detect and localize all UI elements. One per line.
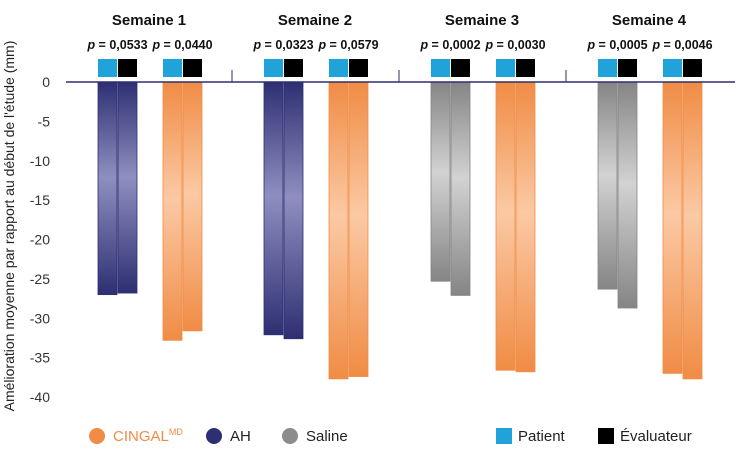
y-tick-label: -35 — [30, 350, 50, 366]
y-tick-label: -5 — [38, 113, 51, 129]
bar-evaluateur — [682, 81, 703, 380]
evaluateur-marker — [349, 59, 368, 77]
week-group: Semaine 3 p = 0,0002 p = 0,0030 — [419, 12, 546, 373]
bar-patient — [328, 81, 349, 380]
y-tick-label: -30 — [30, 310, 50, 326]
p-value-label: p = 0,0323 — [252, 38, 313, 52]
evaluateur-marker — [183, 59, 202, 77]
patient-marker — [329, 59, 348, 77]
week-group: Semaine 1 p = 0,0533 p = 0,0440 — [86, 12, 213, 341]
legend-patient-label: Patient — [518, 428, 566, 445]
y-tick-label: -25 — [30, 271, 50, 287]
p-value-label: p = 0,0030 — [484, 38, 545, 52]
evaluateur-marker — [516, 59, 535, 77]
patient-marker — [264, 59, 283, 77]
patient-marker — [598, 59, 617, 77]
legend-saline-marker — [282, 428, 298, 444]
week-label: Semaine 2 — [278, 12, 352, 29]
p-value-label: p = 0,0579 — [317, 38, 378, 52]
legend-ah-label: AH — [230, 428, 251, 445]
p-value-label: p = 0,0005 — [586, 38, 647, 52]
bar-evaluateur — [283, 81, 304, 340]
y-axis-label: Amélioration moyenne par rapport au débu… — [1, 41, 17, 412]
y-tick-label: -15 — [30, 192, 50, 208]
legend-cingal-marker — [89, 428, 105, 444]
legend: CINGALMD AH Saline Patient Évaluateur — [89, 427, 692, 445]
patient-marker — [496, 59, 515, 77]
legend-saline-label: Saline — [306, 428, 348, 445]
evaluateur-marker — [284, 59, 303, 77]
patient-marker — [431, 59, 450, 77]
bar-patient — [162, 81, 183, 341]
y-axis-ticks: 0 -5 -10 -15 -20 -25 -30 -35 -40 — [30, 74, 50, 405]
week-label: Semaine 1 — [112, 12, 186, 29]
bar-evaluateur — [450, 81, 471, 296]
week-label: Semaine 4 — [612, 12, 687, 29]
week-group: Semaine 2 p = 0,0323 p = 0,0579 — [252, 12, 379, 380]
patient-marker — [663, 59, 682, 77]
p-value-label: p = 0,0533 — [86, 38, 147, 52]
p-value-label: p = 0,0002 — [419, 38, 480, 52]
bar-evaluateur — [617, 81, 638, 309]
bar-patient — [495, 81, 516, 371]
bar-evaluateur — [182, 81, 203, 332]
bar-patient — [263, 81, 284, 336]
legend-patient-marker — [496, 428, 512, 444]
patient-marker — [98, 59, 117, 77]
bar-evaluateur — [348, 81, 369, 377]
evaluateur-marker — [618, 59, 637, 77]
bar-patient — [597, 81, 618, 290]
p-value-label: p = 0,0440 — [151, 38, 212, 52]
chart-groups: Semaine 1 p = 0,0533 p = 0,0440 Semaine 2 p … — [86, 12, 713, 380]
evaluateur-marker — [683, 59, 702, 77]
y-tick-label: -20 — [30, 232, 50, 248]
evaluateur-marker — [451, 59, 470, 77]
y-tick-label: 0 — [42, 74, 50, 90]
evaluateur-marker — [118, 59, 137, 77]
bar-patient — [430, 81, 451, 282]
legend-evaluateur-marker — [598, 428, 614, 444]
bar-evaluateur — [117, 81, 138, 294]
y-tick-label: -10 — [30, 153, 50, 169]
y-tick-label: -40 — [30, 389, 50, 405]
bar-patient — [97, 81, 118, 296]
legend-ah-marker — [206, 428, 222, 444]
legend-cingal-label: CINGALMD — [113, 427, 183, 445]
bar-patient — [662, 81, 683, 374]
legend-evaluateur-label: Évaluateur — [620, 428, 692, 445]
patient-marker — [163, 59, 182, 77]
p-value-label: p = 0,0046 — [651, 38, 712, 52]
week-group: Semaine 4 p = 0,0005 p = 0,0046 — [586, 12, 713, 380]
bar-evaluateur — [515, 81, 536, 373]
week-label: Semaine 3 — [445, 12, 519, 29]
